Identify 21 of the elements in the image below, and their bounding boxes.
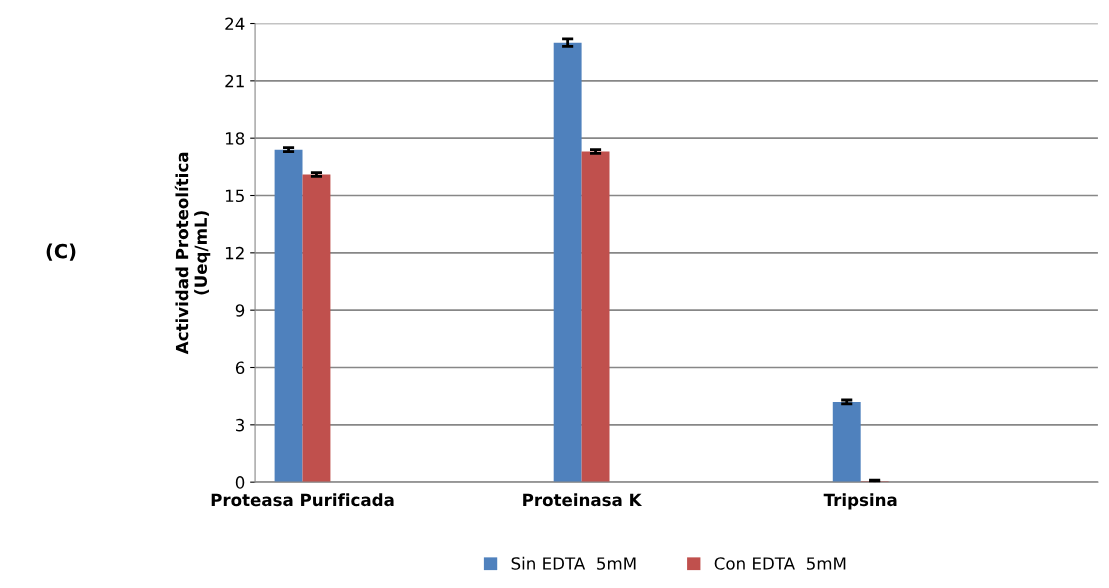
y-tick-label: 3 bbox=[236, 418, 245, 432]
bar bbox=[553, 42, 582, 483]
legend-label: Sin EDTA 5mM bbox=[511, 556, 636, 570]
y-tick-label: 24 bbox=[225, 17, 245, 30]
y-tick-label: 12 bbox=[225, 246, 244, 260]
y-tick-label: 18 bbox=[225, 132, 245, 145]
bar bbox=[302, 174, 331, 483]
x-tick-label: Proteinasa K bbox=[523, 493, 643, 507]
x-tick-label: Proteasa Purificada bbox=[211, 493, 394, 507]
bar bbox=[832, 401, 861, 483]
y-tick-label: 15 bbox=[225, 189, 244, 203]
y-tick-label: 6 bbox=[235, 361, 245, 375]
bar bbox=[274, 149, 303, 483]
y-tick-label: 21 bbox=[225, 74, 244, 88]
legend-label: Con EDTA 5mM bbox=[714, 557, 846, 570]
x-tick-label: Tripsina bbox=[823, 493, 897, 510]
text: (C) bbox=[46, 243, 76, 261]
y-tick-label: 9 bbox=[235, 304, 245, 317]
bar bbox=[581, 151, 610, 483]
y-axis-title: Actividad Proteolítica (Ueq/mL) bbox=[174, 152, 211, 355]
y-tick-label: 0 bbox=[235, 476, 245, 489]
